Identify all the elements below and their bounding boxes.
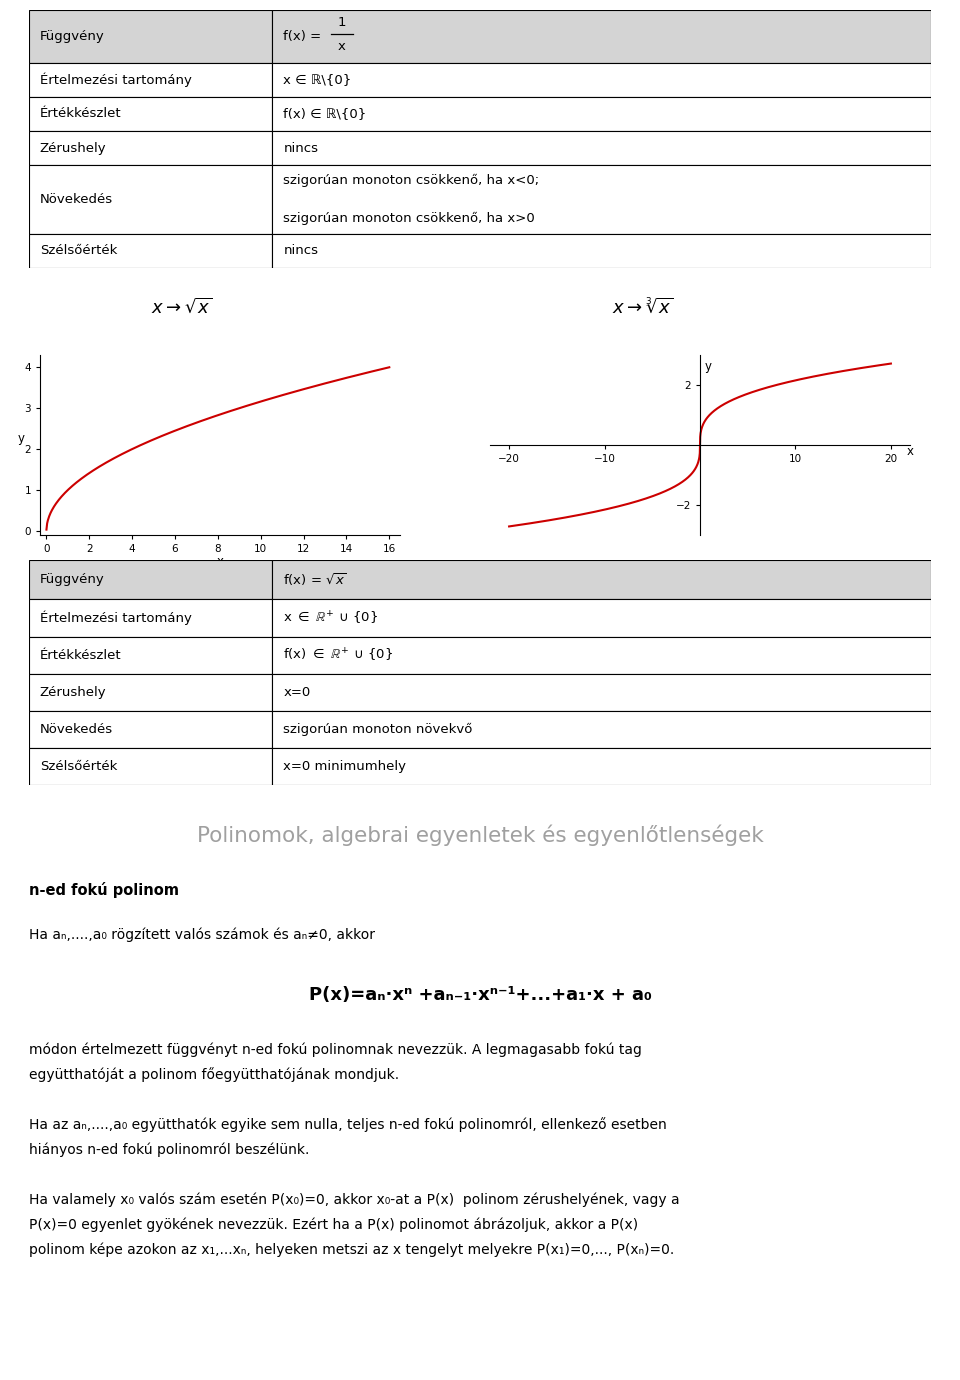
Text: P(x)=0 egyenlet gyökének nevezzük. Ezért ha a P(x) polinomot ábrázoljuk, akkor a: P(x)=0 egyenlet gyökének nevezzük. Ezért… bbox=[29, 1217, 638, 1232]
Text: P(x)=aₙ·xⁿ +aₙ₋₁·xⁿ⁻¹+...+a₁·x + a₀: P(x)=aₙ·xⁿ +aₙ₋₁·xⁿ⁻¹+...+a₁·x + a₀ bbox=[308, 985, 652, 1005]
Text: $x \rightarrow \sqrt[3]{x}$: $x \rightarrow \sqrt[3]{x}$ bbox=[612, 298, 673, 317]
Text: x $\in$ $\mathbb{R}^{+}$ $\cup$ {0}: x $\in$ $\mathbb{R}^{+}$ $\cup$ {0} bbox=[283, 610, 378, 627]
Text: 1: 1 bbox=[338, 15, 347, 29]
Text: Polinomok, algebrai egyenletek és egyenlőtlenségek: Polinomok, algebrai egyenletek és egyenl… bbox=[197, 824, 763, 846]
Text: Értékkészlet: Értékkészlet bbox=[39, 108, 121, 120]
Text: x=0 minimumhely: x=0 minimumhely bbox=[283, 760, 406, 773]
Bar bbox=[273, 62, 931, 97]
Text: f(x) $\in$ $\mathbb{R}^{+}$ $\cup$ {0}: f(x) $\in$ $\mathbb{R}^{+}$ $\cup$ {0} bbox=[283, 646, 394, 664]
Text: Függvény: Függvény bbox=[39, 30, 105, 43]
X-axis label: x: x bbox=[906, 444, 914, 458]
Text: hiányos n-ed fokú polinomról beszélünk.: hiányos n-ed fokú polinomról beszélünk. bbox=[29, 1143, 309, 1158]
X-axis label: x: x bbox=[217, 555, 224, 569]
Text: Zérushely: Zérushely bbox=[39, 142, 107, 155]
Text: Értelmezési tartomány: Értelmezési tartomány bbox=[39, 73, 191, 87]
Bar bbox=[29, 673, 273, 711]
Text: módon értelmezett függvényt n-ed fokú polinomnak nevezzük. A legmagasabb fokú ta: módon értelmezett függvényt n-ed fokú po… bbox=[29, 1043, 641, 1057]
Text: Függvény: Függvény bbox=[39, 573, 105, 586]
Text: Zérushely: Zérushely bbox=[39, 686, 107, 698]
Text: Értelmezési tartomány: Értelmezési tartomány bbox=[39, 611, 191, 625]
Text: f(x) =: f(x) = bbox=[283, 30, 325, 43]
Bar bbox=[29, 233, 273, 268]
Text: szigorúan monoton csökkenő, ha x<0;: szigorúan monoton csökkenő, ha x<0; bbox=[283, 174, 540, 186]
Text: Értékkészlet: Értékkészlet bbox=[39, 649, 121, 661]
Text: x=0: x=0 bbox=[283, 686, 310, 698]
Text: nincs: nincs bbox=[283, 142, 319, 155]
Bar bbox=[273, 131, 931, 166]
Bar bbox=[29, 711, 273, 748]
Bar bbox=[29, 131, 273, 166]
Text: $x \rightarrow \sqrt{x}$: $x \rightarrow \sqrt{x}$ bbox=[152, 298, 213, 317]
Bar bbox=[273, 10, 931, 62]
Text: f(x) = $\sqrt{x}$: f(x) = $\sqrt{x}$ bbox=[283, 571, 348, 588]
Text: x ∈ ℝ\{0}: x ∈ ℝ\{0} bbox=[283, 73, 351, 87]
Text: Szélsőérték: Szélsőérték bbox=[39, 760, 117, 773]
Text: x: x bbox=[338, 40, 346, 54]
Bar bbox=[29, 748, 273, 785]
Bar bbox=[273, 636, 931, 673]
Bar bbox=[273, 97, 931, 131]
Text: Növekedés: Növekedés bbox=[39, 193, 112, 206]
Bar bbox=[29, 599, 273, 636]
Text: polinom képe azokon az x₁,...xₙ, helyeken metszi az x tengelyt melyekre P(x₁)=0,: polinom képe azokon az x₁,...xₙ, helyeke… bbox=[29, 1243, 674, 1257]
Text: Ha az aₙ,....,a₀ együtthatók egyike sem nulla, teljes n-ed fokú polinomról, elle: Ha az aₙ,....,a₀ együtthatók egyike sem … bbox=[29, 1118, 666, 1133]
Bar bbox=[29, 166, 273, 233]
Bar bbox=[273, 673, 931, 711]
Text: Szélsőérték: Szélsőérték bbox=[39, 244, 117, 258]
Text: Ha valamely x₀ valós szám esetén P(x₀)=0, akkor x₀-at a P(x)  polinom zérushelyé: Ha valamely x₀ valós szám esetén P(x₀)=0… bbox=[29, 1192, 680, 1208]
Text: n-ed fokú polinom: n-ed fokú polinom bbox=[29, 882, 179, 898]
Bar bbox=[29, 10, 273, 62]
Bar bbox=[273, 560, 931, 599]
Bar bbox=[273, 748, 931, 785]
Bar bbox=[273, 599, 931, 636]
Bar bbox=[29, 636, 273, 673]
Text: f(x) ∈ ℝ\{0}: f(x) ∈ ℝ\{0} bbox=[283, 108, 367, 120]
Bar bbox=[29, 97, 273, 131]
Y-axis label: y: y bbox=[18, 432, 25, 444]
Y-axis label: y: y bbox=[705, 360, 712, 373]
Text: nincs: nincs bbox=[283, 244, 319, 258]
Text: Növekedés: Növekedés bbox=[39, 723, 112, 736]
Text: együtthatóját a polinom főegyütthatójának mondjuk.: együtthatóját a polinom főegyütthatójána… bbox=[29, 1068, 399, 1082]
Bar bbox=[273, 166, 931, 233]
Text: szigorúan monoton növekvő: szigorúan monoton növekvő bbox=[283, 723, 472, 736]
Bar bbox=[273, 233, 931, 268]
Bar bbox=[273, 711, 931, 748]
Text: Ha aₙ,....,a₀ rögzített valós számok és aₙ≠0, akkor: Ha aₙ,....,a₀ rögzített valós számok és … bbox=[29, 927, 374, 943]
Bar bbox=[29, 560, 273, 599]
Bar bbox=[29, 62, 273, 97]
Text: szigorúan monoton csökkenő, ha x>0: szigorúan monoton csökkenő, ha x>0 bbox=[283, 213, 535, 225]
